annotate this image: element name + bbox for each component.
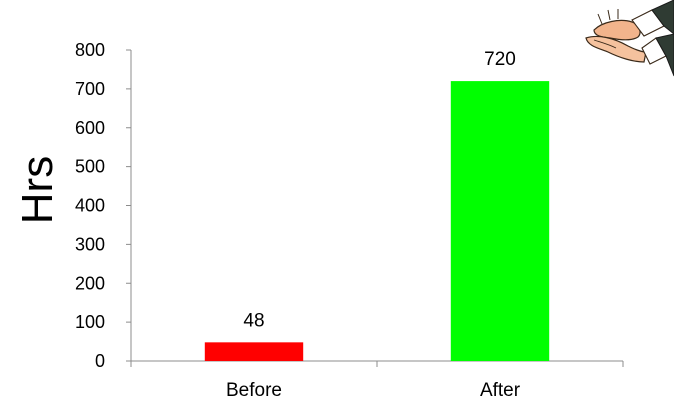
y-tick-label: 800 xyxy=(75,40,105,60)
y-tick-label: 600 xyxy=(75,118,105,138)
y-tick-label: 200 xyxy=(75,273,105,293)
category-labels-group: Before After xyxy=(226,380,521,401)
y-tick-label: 500 xyxy=(75,157,105,177)
y-tick-label: 700 xyxy=(75,79,105,99)
data-labels-group: 48 720 xyxy=(243,49,515,331)
bar-before xyxy=(204,342,304,361)
category-label-before: Before xyxy=(226,380,282,401)
y-tick-label: 400 xyxy=(75,196,105,216)
clapping-hands-icon xyxy=(585,0,674,77)
bars-group xyxy=(204,81,550,361)
category-label-after: After xyxy=(480,380,521,401)
y-tick-label: 300 xyxy=(75,234,105,254)
x-axis-ticks xyxy=(130,361,624,367)
bar-after xyxy=(450,81,550,361)
y-axis-ticks: 0 100 200 300 400 500 600 700 800 xyxy=(75,40,131,371)
y-axis-title: Hrs xyxy=(13,156,62,224)
data-label-after: 720 xyxy=(484,49,516,70)
y-tick-label: 0 xyxy=(95,351,105,371)
y-tick-label: 100 xyxy=(75,312,105,332)
data-label-before: 48 xyxy=(243,310,264,331)
